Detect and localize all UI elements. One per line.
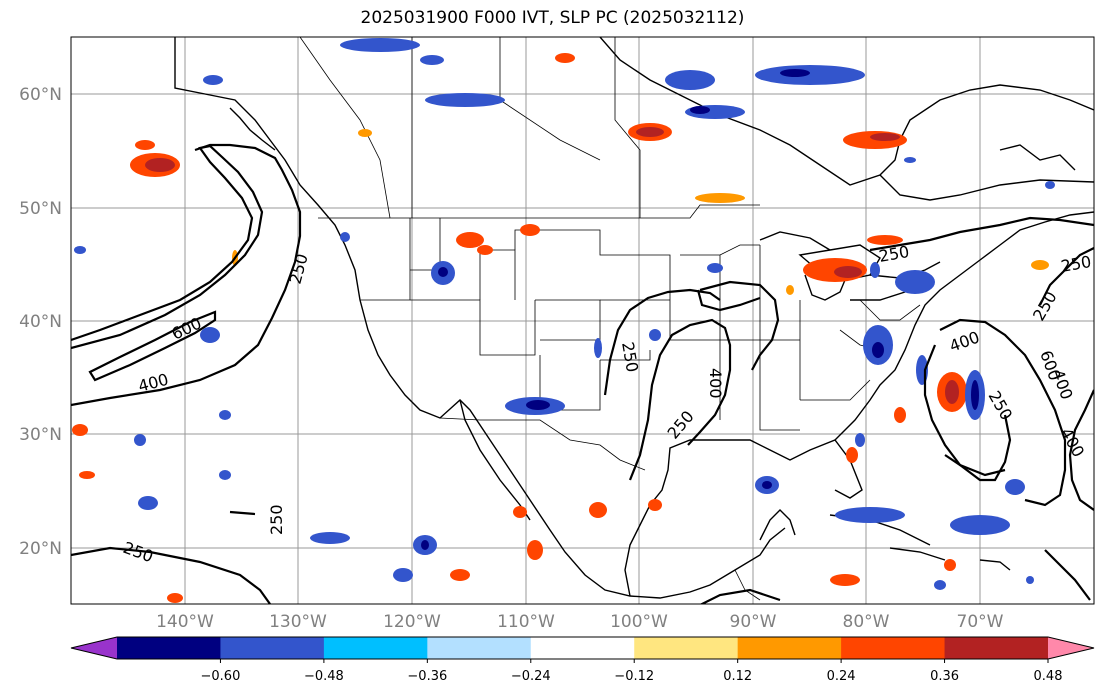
colorbar-outline [70, 636, 1095, 660]
lat-label: 60°N [19, 85, 62, 105]
lon-label: 70°W [957, 612, 1004, 632]
colorbar-extend-low [71, 637, 117, 659]
colorbar-segment [323, 637, 428, 659]
contour-label: 250 [267, 504, 286, 535]
latitude-labels: 60°N 50°N 40°N 30°N 20°N [19, 85, 62, 559]
colorbar-tick-label: −0.36 [407, 669, 447, 684]
colorbar-segment [944, 637, 1049, 659]
colorbar-segment [220, 637, 325, 659]
lon-label: 80°W [843, 612, 890, 632]
longitude-labels: 140°W 130°W 120°W 110°W 100°W 90°W 80°W … [156, 612, 1004, 632]
colorbar-tick-label: −0.60 [201, 669, 241, 684]
lat-label: 40°N [19, 312, 62, 332]
slp-contours [71, 143, 1094, 604]
colorbar-segment [841, 637, 946, 659]
lon-label: 110°W [497, 612, 555, 632]
lon-label: 140°W [156, 612, 214, 632]
lat-label: 20°N [19, 539, 62, 559]
colorbar-tick-label: 0.12 [723, 669, 752, 684]
lat-label: 50°N [19, 199, 62, 219]
colorbar-tick-label: 0.36 [930, 669, 959, 684]
ivt-shading [72, 38, 1055, 603]
lon-label: 130°W [269, 612, 327, 632]
colorbar-tick-label: −0.24 [511, 669, 551, 684]
colorbar-tick-label: −0.48 [304, 669, 344, 684]
lon-label: 120°W [383, 612, 441, 632]
colorbar-tick-label: 0.24 [827, 669, 856, 684]
colorbar-tick-label: 0.48 [1034, 669, 1063, 684]
colorbar-segment [427, 637, 532, 659]
colorbar-segment [737, 637, 842, 659]
map-title: 2025031900 F000 IVT, SLP PC (2025032112) [360, 8, 745, 28]
plot-border [70, 36, 1095, 605]
colorbar: −0.60 −0.48 −0.36 −0.24 −0.12 0.12 0.24 0.36 0.4… [70, 636, 1095, 684]
lon-label: 90°W [730, 612, 777, 632]
lat-label: 30°N [19, 425, 62, 445]
colorbar-tick-label: −0.12 [614, 669, 654, 684]
colorbar-segment [530, 637, 635, 659]
lon-label: 100°W [610, 612, 668, 632]
colorbar-segment [634, 637, 739, 659]
colorbar-extend-high [1048, 637, 1094, 659]
contour-label: 400 [706, 368, 725, 399]
colorbar-segment [117, 637, 221, 659]
